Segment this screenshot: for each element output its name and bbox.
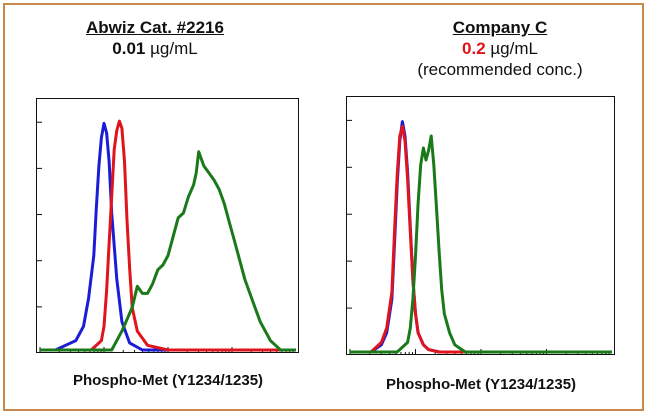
left-series-blue: [40, 121, 296, 352]
right-panel-header: Company C 0.2 µg/mL (recommended conc.): [400, 17, 600, 80]
left-series-green: [40, 150, 296, 352]
left-plot-frame: [36, 98, 299, 353]
right-histogram: [346, 96, 615, 355]
right-panel-title: Company C: [452, 18, 548, 37]
right-x-axis-label: Phospho-Met (Y1234/1235): [385, 376, 577, 393]
left-x-axis-label: Phospho-Met (Y1234/1235): [72, 372, 264, 389]
right-plot-frame: [346, 96, 615, 355]
right-series-red: [350, 124, 612, 354]
left-conc-unit: µg/mL: [150, 39, 198, 58]
left-conc-value: 0.01: [112, 39, 146, 58]
right-panel-note: (recommended conc.): [417, 60, 583, 79]
right-conc-value: 0.2: [462, 39, 486, 58]
left-histogram: [36, 98, 299, 353]
right-series-green: [350, 134, 612, 354]
left-series-red: [40, 119, 296, 352]
left-panel-concentration: 0.01 µg/mL: [60, 38, 250, 59]
left-panel-header: Abwiz Cat. #2216 0.01 µg/mL: [60, 17, 250, 59]
right-panel-concentration: 0.2 µg/mL: [400, 38, 600, 59]
right-conc-unit: µg/mL: [490, 39, 538, 58]
left-panel-title: Abwiz Cat. #2216: [86, 18, 224, 37]
